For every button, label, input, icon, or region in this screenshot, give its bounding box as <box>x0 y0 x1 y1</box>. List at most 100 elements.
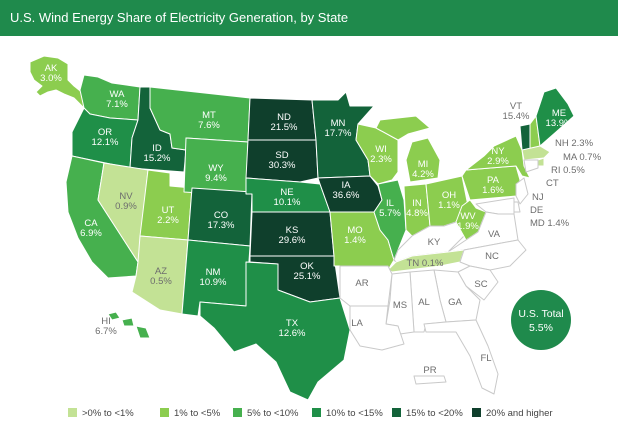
label-ia-value: 36.6% <box>333 190 360 201</box>
map-title: U.S. Wind Energy Share of Electricity Ge… <box>10 10 349 25</box>
label-wv-value: 1.9% <box>457 221 479 232</box>
label-ut-value: 2.2% <box>157 215 179 226</box>
label-or-abbr: OR <box>98 127 112 138</box>
label-ky: KY <box>428 237 441 248</box>
state-ny <box>465 135 531 179</box>
label-la: LA <box>351 318 363 329</box>
label-ne-abbr: NE <box>280 187 293 198</box>
us-total-value: 5.5% <box>529 322 553 334</box>
label-ri: RI 0.5% <box>551 165 585 176</box>
label-az-value: 0.5% <box>150 276 172 287</box>
label-az-abbr: AZ <box>155 266 167 277</box>
label-ut-abbr: UT <box>162 205 175 216</box>
label-in-value: 4.8% <box>406 208 428 219</box>
label-pa-value: 1.6% <box>482 185 504 196</box>
label-tx-value: 12.6% <box>279 328 306 339</box>
title-bar: U.S. Wind Energy Share of Electricity Ge… <box>0 0 618 36</box>
label-wa-abbr: WA <box>110 89 126 100</box>
state-de <box>513 201 521 213</box>
label-sd-abbr: SD <box>275 150 288 161</box>
label-ny-abbr: NY <box>491 146 505 157</box>
label-pa-abbr: PA <box>487 175 500 186</box>
label-md: MD 1.4% <box>530 218 570 229</box>
label-in-abbr: IN <box>412 198 422 209</box>
legend-swatch-1 <box>160 408 169 417</box>
state-vt <box>519 123 531 151</box>
label-co-abbr: CO <box>214 210 228 221</box>
label-mt-value: 7.6% <box>198 120 220 131</box>
state-nj <box>515 177 529 205</box>
legend-label-4: 15% to <20% <box>406 408 463 419</box>
label-mi-abbr: MI <box>418 159 429 170</box>
label-ok-value: 25.1% <box>294 271 321 282</box>
legend-label-5: 20% and higher <box>486 408 553 419</box>
label-ks-value: 29.6% <box>279 235 306 246</box>
state-pr <box>413 375 447 385</box>
label-vt-value: 15.4% <box>503 111 530 122</box>
label-mi-value: 4.2% <box>412 169 434 180</box>
label-ca-value: 6.9% <box>80 228 102 239</box>
label-ms: MS <box>393 300 407 311</box>
legend-swatch-2 <box>233 408 242 417</box>
label-nj: NJ <box>532 192 544 203</box>
state-ma <box>521 145 551 161</box>
label-vt-abbr: VT <box>510 101 522 112</box>
label-al: AL <box>418 297 430 308</box>
legend: >0% to <1% 1% to <5% 5% to <10% 10% to <… <box>68 408 553 419</box>
label-mo-abbr: MO <box>347 225 362 236</box>
legend-label-3: 10% to <15% <box>326 408 383 419</box>
state-la <box>349 305 405 351</box>
label-id-abbr: ID <box>152 143 162 154</box>
state-ri <box>537 157 545 167</box>
state-ct <box>523 159 539 173</box>
label-wy-abbr: WY <box>208 163 224 174</box>
state-mi <box>375 115 441 183</box>
legend-label-1: 1% to <5% <box>174 408 221 419</box>
label-de: DE <box>530 205 543 216</box>
label-ak-value: 3.0% <box>40 73 62 84</box>
us-total-label: U.S. Total <box>518 308 563 320</box>
label-ia-abbr: IA <box>342 180 352 191</box>
label-wv-abbr: WV <box>460 211 476 222</box>
state-sd <box>245 139 319 183</box>
label-sd-value: 30.3% <box>269 160 296 171</box>
state-tx <box>199 261 351 401</box>
label-mn-value: 17.7% <box>325 128 352 139</box>
label-il-value: 5.7% <box>379 208 401 219</box>
label-id-value: 15.2% <box>144 153 171 164</box>
us-total-circle <box>511 290 571 350</box>
label-nv-value: 0.9% <box>115 201 137 212</box>
label-ga: GA <box>448 297 462 308</box>
us-total-badge: U.S. Total 5.5% <box>511 290 571 350</box>
label-ne-value: 10.1% <box>274 197 301 208</box>
label-co-value: 17.3% <box>208 220 235 231</box>
label-me-abbr: ME <box>552 108 566 119</box>
label-nm-abbr: NM <box>206 267 221 278</box>
label-ny-value: 2.9% <box>487 156 509 167</box>
label-nc: NC <box>485 251 499 262</box>
legend-label-0: >0% to <1% <box>82 408 134 419</box>
label-tn-abbr: TN 0.1% <box>407 258 445 269</box>
state-me <box>535 87 575 147</box>
label-ca-abbr: CA <box>84 218 98 229</box>
state-ak <box>29 55 91 109</box>
legend-swatch-5 <box>472 408 481 417</box>
legend-swatch-3 <box>312 408 321 417</box>
label-pr: PR <box>423 365 436 376</box>
label-wy-value: 9.4% <box>205 173 227 184</box>
label-me-value: 13.9% <box>546 118 573 129</box>
label-ct: CT <box>546 178 559 189</box>
label-wi-value: 2.3% <box>370 154 392 165</box>
label-tx-abbr: TX <box>286 318 299 329</box>
label-wi-abbr: WI <box>375 144 387 155</box>
state-fl <box>423 319 499 395</box>
label-nv-abbr: NV <box>119 191 133 202</box>
external-labels: HI 6.7% VT 15.4% NH 2.3% MA 0.7% RI 0.5%… <box>95 101 601 376</box>
label-wa-value: 7.1% <box>106 99 128 110</box>
label-mn-abbr: MN <box>331 118 346 129</box>
label-nd-abbr: ND <box>277 112 291 123</box>
state-labels: AK 3.0% WA 7.1% OR 12.1% CA 6.9% ID 15.2… <box>40 63 573 339</box>
label-hi-abbr: HI <box>101 316 111 327</box>
